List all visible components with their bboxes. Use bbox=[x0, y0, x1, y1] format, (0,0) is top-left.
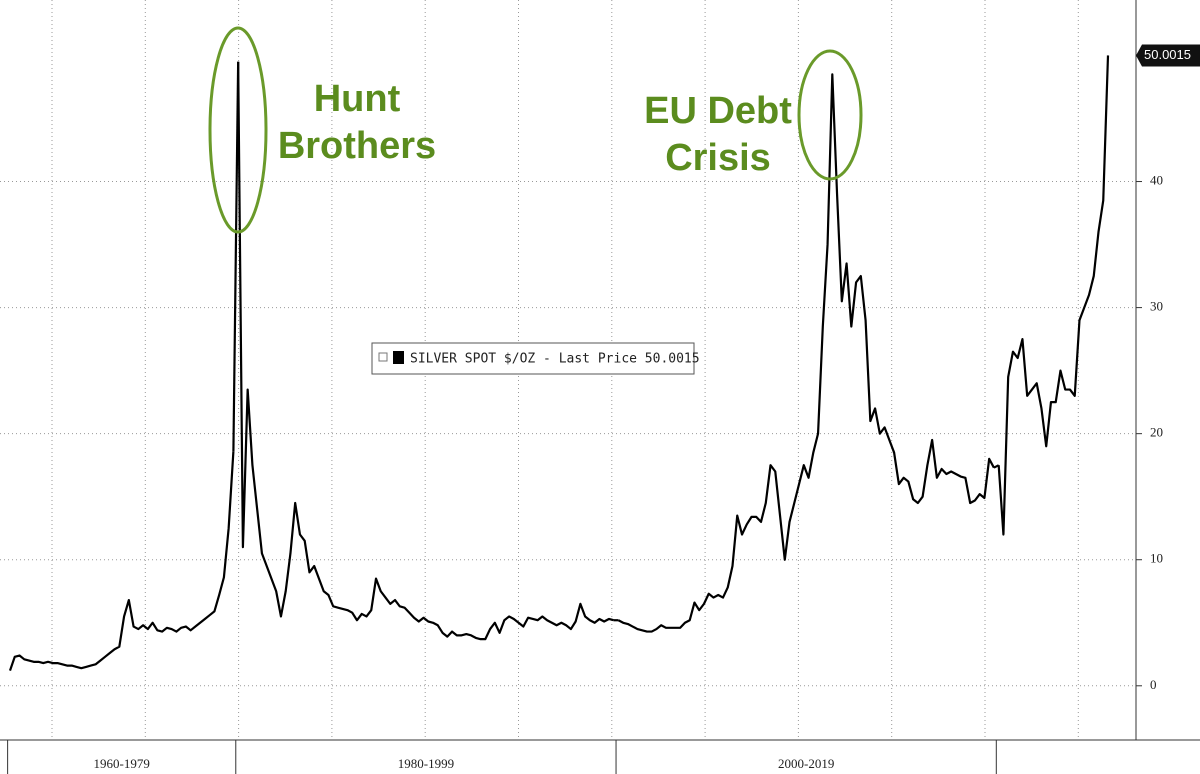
x-group-label: 1960-1979 bbox=[94, 756, 150, 771]
legend: SILVER SPOT $/OZ - Last Price 50.0015 bbox=[371, 342, 700, 375]
legend-swatch bbox=[393, 351, 404, 364]
annotation-text: Hunt bbox=[314, 78, 401, 120]
y-tick-label: 40 bbox=[1150, 173, 1163, 188]
price-line bbox=[617, 73, 995, 633]
y-tick-label: 30 bbox=[1150, 299, 1163, 314]
annotation-text: EU Debt bbox=[644, 90, 792, 132]
price-line bbox=[8, 451, 235, 672]
x-group-label: 1980-1999 bbox=[398, 756, 454, 771]
legend-label: SILVER SPOT $/OZ - Last Price 50.0015 bbox=[410, 352, 700, 367]
annotation-text: Crisis bbox=[665, 137, 771, 179]
x-group-label: 2000-2019 bbox=[778, 756, 834, 771]
price-line bbox=[237, 61, 614, 641]
annotation-ellipse bbox=[208, 26, 268, 234]
price-line bbox=[997, 55, 1110, 536]
last-price-badge bbox=[1136, 44, 1200, 67]
annotation-ellipse bbox=[797, 49, 863, 181]
y-tick-label: 0 bbox=[1150, 677, 1157, 692]
line-connector bbox=[232, 61, 240, 452]
y-tick-label: 20 bbox=[1150, 425, 1163, 440]
legend-box bbox=[371, 342, 695, 375]
legend-expander bbox=[378, 352, 388, 362]
y-tick-label: 10 bbox=[1150, 551, 1163, 566]
last-price-label: 50.0015 bbox=[1144, 47, 1191, 62]
annotation-text: Brothers bbox=[278, 125, 436, 167]
